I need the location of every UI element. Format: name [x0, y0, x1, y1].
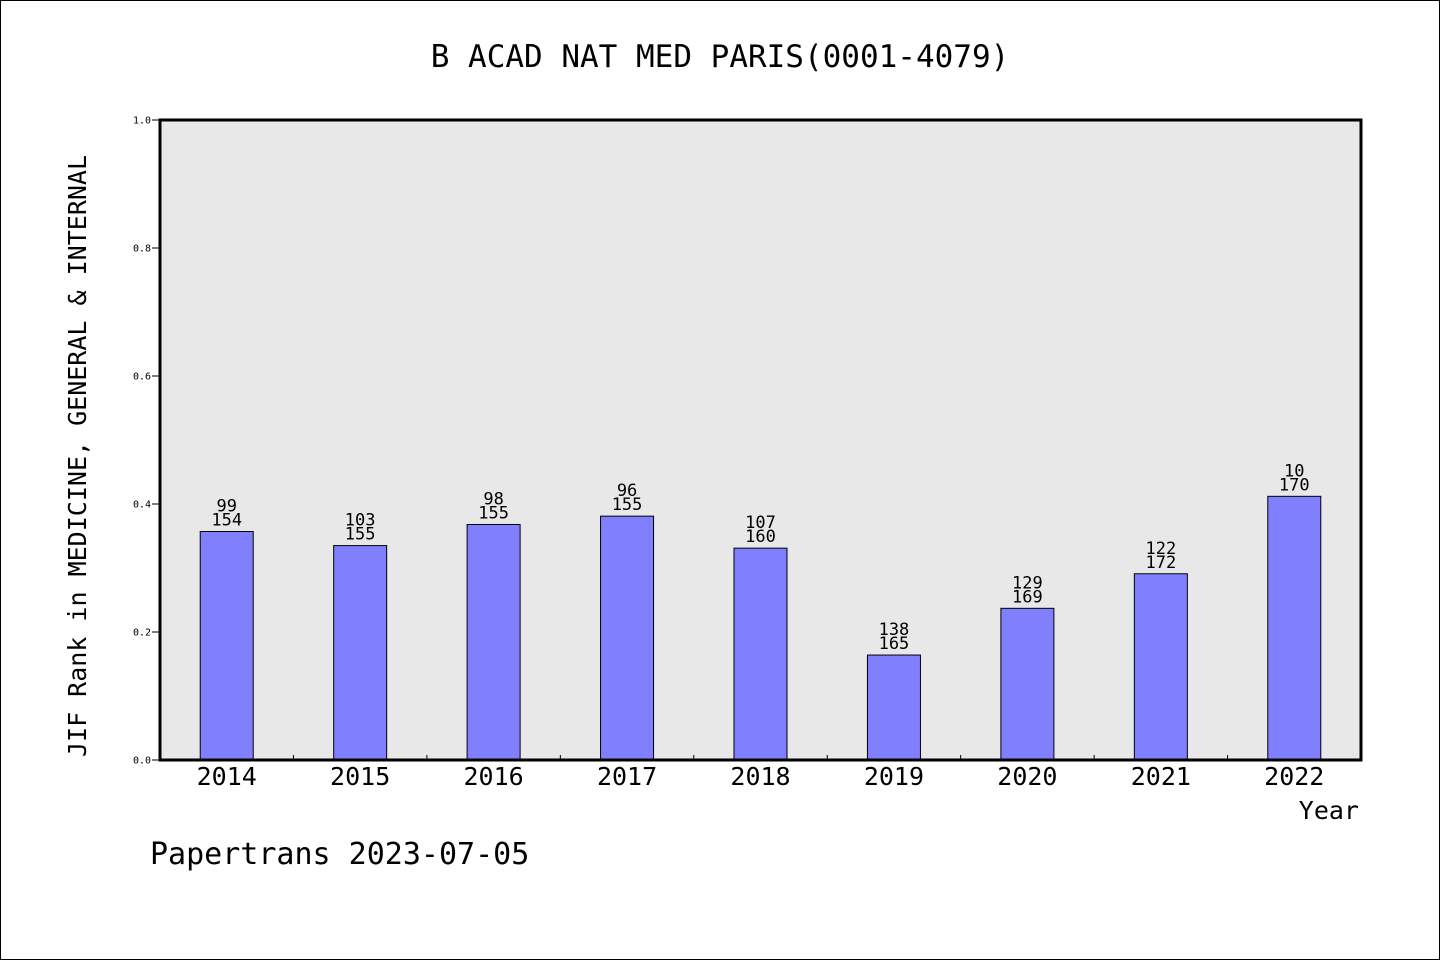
- chart-title: B ACAD NAT MED PARIS(0001-4079): [431, 39, 1010, 75]
- bar-2014: [199, 531, 254, 761]
- x-axis-ticks: 2014 2015 2016 2017 2018 2019 2020 2021 2022: [197, 762, 1325, 791]
- bar-rank-label: 103: [345, 511, 376, 531]
- bar-rank-label: 98: [483, 489, 503, 509]
- bar-total-label: 154: [211, 511, 242, 531]
- bar-2020: [1000, 607, 1055, 761]
- y-tick-label: 0.4: [133, 500, 151, 511]
- bar-rank-label: 107: [745, 513, 776, 533]
- footer-credit: Papertrans 2023-07-05: [150, 837, 529, 872]
- x-tick-label: 2014: [197, 762, 257, 791]
- x-tick-label: 2016: [464, 762, 524, 791]
- bar-total-label: 172: [1145, 553, 1176, 573]
- bar-total-label: 155: [612, 495, 643, 515]
- x-tick-label: 2019: [864, 762, 924, 791]
- bar-2021: [1133, 573, 1188, 761]
- bar-2019: [866, 654, 921, 761]
- x-tick-label: 2017: [597, 762, 657, 791]
- plot-border: [158, 118, 1363, 762]
- y-axis-ticks: 0.0 0.2 0.4 0.6 0.8 1.0: [133, 116, 1229, 767]
- bar-total-label: 155: [478, 503, 509, 523]
- x-tick-label: 2022: [1264, 762, 1324, 791]
- x-axis-label: Year: [1299, 796, 1359, 825]
- bar-2022: [1267, 495, 1322, 761]
- bar-rank-label: 129: [1012, 573, 1043, 593]
- y-tick-label: 0.2: [133, 628, 151, 639]
- bar-2018: [733, 547, 788, 761]
- y-axis-label: JIF Rank in MEDICINE, GENERAL & INTERNAL: [63, 155, 92, 757]
- bar-rank-label: 99: [216, 497, 236, 517]
- bar-2016: [466, 523, 521, 761]
- bar-total-label: 165: [879, 634, 910, 654]
- bar-rank-label: 138: [879, 620, 910, 640]
- bar-total-label: 169: [1012, 587, 1043, 607]
- x-tick-label: 2020: [997, 762, 1057, 791]
- y-tick-label: 0.0: [133, 756, 151, 767]
- bar-2017: [600, 515, 655, 761]
- bar-total-label: 155: [345, 525, 376, 545]
- y-tick-label: 0.8: [133, 244, 151, 255]
- x-tick-label: 2021: [1131, 762, 1191, 791]
- y-tick-label: 0.6: [133, 372, 151, 383]
- bar-total-label: 160: [745, 527, 776, 547]
- bar-rank-label: 122: [1145, 539, 1176, 559]
- bars-layer: [199, 495, 1322, 761]
- bar-2015: [333, 545, 388, 761]
- bar-rank-label: 10: [1284, 461, 1304, 481]
- x-tick-label: 2015: [330, 762, 390, 791]
- x-tick-label: 2018: [730, 762, 790, 791]
- bar-total-label: 170: [1279, 475, 1310, 495]
- bar-rank-label: 96: [617, 481, 637, 501]
- y-tick-label: 1.0: [133, 116, 151, 127]
